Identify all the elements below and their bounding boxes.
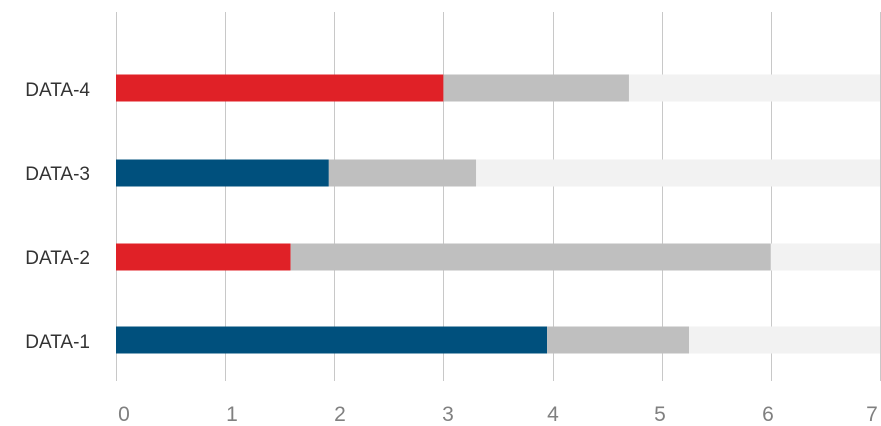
x-tick-label-3: 3 <box>442 403 454 426</box>
bar-segment-data-4-series-1 <box>116 74 444 102</box>
bar-segment-data-3-series-2 <box>328 159 477 187</box>
bar-segment-data-2-series-2 <box>290 243 771 271</box>
x-tick-label-1: 1 <box>226 403 238 426</box>
bar-segment-data-1-series-2 <box>547 326 689 354</box>
bar-segment-data-2-series-1 <box>116 243 291 271</box>
x-axis-tick-labels: 0 1 2 3 4 5 6 7 <box>118 403 878 426</box>
grid-lines <box>116 12 881 381</box>
x-tick-label-0: 0 <box>118 403 130 426</box>
bar-segment-data-4-series-3 <box>628 74 880 102</box>
category-label-data-4: DATA-4 <box>25 80 90 101</box>
bars <box>116 74 880 354</box>
x-tick-label-2: 2 <box>334 403 346 426</box>
category-label-data-1: DATA-1 <box>25 332 90 353</box>
bar-segment-data-1-series-3 <box>689 326 880 354</box>
bar-segment-data-3-series-3 <box>476 159 880 187</box>
bar-segment-data-2-series-3 <box>770 243 880 271</box>
category-label-data-3: DATA-3 <box>25 164 90 185</box>
x-tick-label-4: 4 <box>547 403 559 426</box>
category-labels: DATA-1 DATA-2 DATA-3 DATA-4 <box>25 80 90 353</box>
bar-segment-data-3-series-1 <box>116 159 329 187</box>
x-tick-label-7: 7 <box>866 403 878 426</box>
x-tick-label-6: 6 <box>762 403 774 426</box>
category-label-data-2: DATA-2 <box>25 248 90 269</box>
bar-segment-data-4-series-2 <box>443 74 629 102</box>
x-tick-label-5: 5 <box>654 403 666 426</box>
bar-segment-data-1-series-1 <box>116 326 548 354</box>
